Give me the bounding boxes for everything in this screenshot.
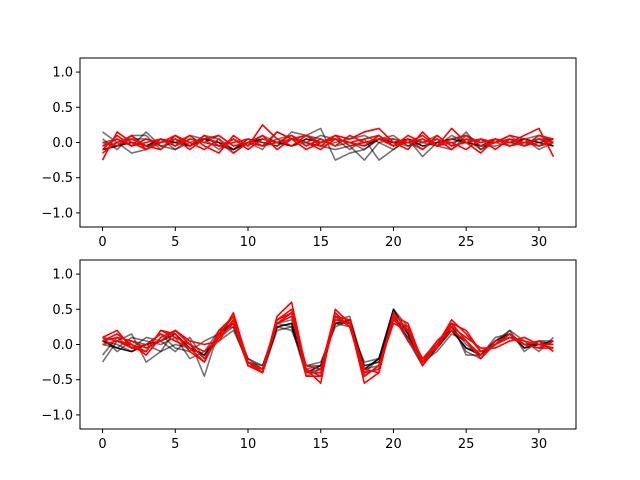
y-tick-label: −0.5 [41,373,73,388]
series-line-11 [101,134,554,151]
x-tick-label: 5 [171,437,179,452]
subplot-1: 0 5 10 15 20 25 30 1.0 0.5 0.0 −0.5 −1.0 [41,57,577,250]
series-line-10 [102,308,554,377]
subplot-2: 0 5 10 15 20 25 30 1.0 0.5 0.0 −0.5 −1.0 [41,259,577,452]
series-line-10 [102,134,554,151]
x-tick-label: 30 [531,437,548,452]
x-tick-label: 0 [98,437,106,452]
x-tick-label: 15 [312,437,329,452]
y-tick-label: −1.0 [41,408,73,423]
y-tick-label: −1.0 [41,206,73,221]
y-tick-label: 0.0 [52,136,73,151]
series-line-11 [102,312,554,377]
x-tick-label: 20 [385,437,402,452]
x-tick-label: 30 [531,235,548,250]
x-tick-label: 15 [312,235,329,250]
x-tick-label: 25 [458,235,475,250]
y-tick-label: 0.5 [52,303,73,318]
x-tick-label: 10 [240,235,257,250]
y-tick-label: 1.0 [52,66,73,81]
y-tick-label: 1.0 [52,268,73,283]
x-tick-label: 10 [240,437,257,452]
series-line-9 [102,134,554,151]
panels: 0 5 10 15 20 25 30 1.0 0.5 0.0 −0.5 −1.0 0 5 10 15 20 25 3… [41,57,577,452]
x-tick-label: 5 [171,235,179,250]
series-group [101,124,555,161]
y-tick-label: 0.5 [52,101,73,116]
series-line-9 [102,312,554,374]
y-tick-label: 0.0 [52,338,73,353]
x-tick-label: 20 [385,235,402,250]
x-tick-label: 0 [98,235,106,250]
y-tick-label: −0.5 [41,171,73,186]
x-tick-label: 25 [458,437,475,452]
series-group [101,301,555,385]
